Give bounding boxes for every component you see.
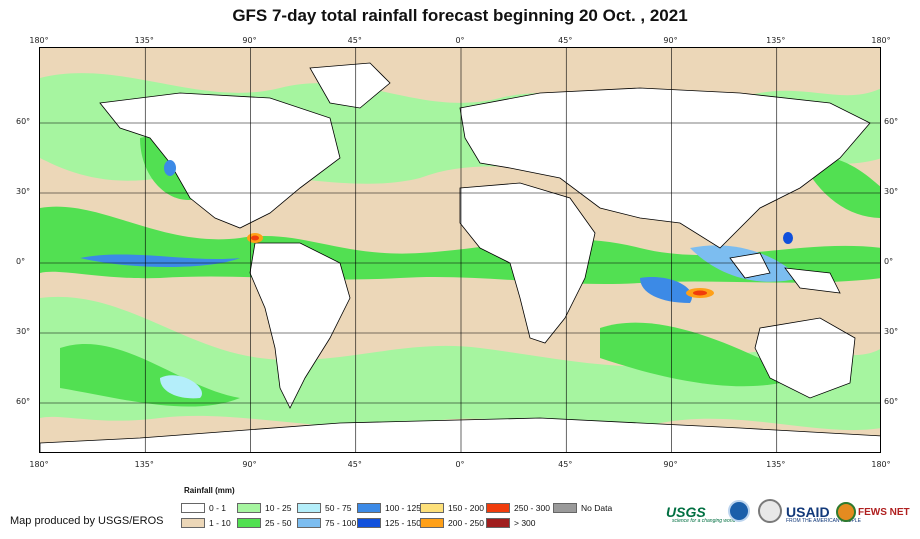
usaid-logo: USAID FROM THE AMERICAN PEOPLE xyxy=(786,497,861,527)
legend-swatch xyxy=(297,503,321,513)
land-masses xyxy=(40,62,880,452)
legend-label: 200 - 250 xyxy=(448,518,484,528)
longitude-label: 45° xyxy=(558,460,573,469)
legend-swatch xyxy=(420,518,444,528)
rainfall-map-canvas xyxy=(40,48,880,452)
legend-item: No Data xyxy=(553,503,612,513)
fews-wordmark: FEWS NET xyxy=(858,506,910,518)
latitude-label: 60° xyxy=(884,117,899,126)
legend-item: 10 - 25 xyxy=(237,503,291,513)
legend-swatch xyxy=(297,518,321,528)
latitude-label: 0° xyxy=(16,257,26,266)
latitude-label: 30° xyxy=(884,327,899,336)
latitude-label: 60° xyxy=(884,397,899,406)
noaa-logo-icon xyxy=(728,500,750,522)
department-seal-icon xyxy=(758,499,782,523)
legend-item: > 300 xyxy=(486,518,536,528)
fews-globe-icon xyxy=(836,502,856,522)
longitude-label: 135° xyxy=(134,460,154,469)
fews-net-logo: FEWS NET xyxy=(836,497,910,527)
legend-swatch xyxy=(486,503,510,513)
latitude-label: 60° xyxy=(16,117,31,126)
longitude-label: 135° xyxy=(766,36,786,45)
usgs-tagline: science for a changing world xyxy=(672,518,736,524)
legend-label: 50 - 75 xyxy=(325,503,352,513)
legend-swatch xyxy=(237,518,261,528)
legend-swatch xyxy=(553,503,577,513)
longitude-label: 180° xyxy=(29,36,49,45)
heavy-rain-spots xyxy=(164,160,793,298)
longitude-label: 45° xyxy=(558,36,573,45)
legend-item: 50 - 75 xyxy=(297,503,351,513)
legend-item: 25 - 50 xyxy=(237,518,291,528)
longitude-label: 0° xyxy=(455,460,465,469)
usaid-wordmark: USAID xyxy=(786,504,830,520)
latitude-label: 60° xyxy=(16,397,31,406)
longitude-label: 0° xyxy=(455,36,465,45)
legend-label: 125 - 150 xyxy=(385,518,421,528)
longitude-label: 180° xyxy=(29,460,49,469)
legend-item: 200 - 250 xyxy=(420,518,484,528)
legend-title: Rainfall (mm) xyxy=(184,486,235,495)
legend-swatch xyxy=(357,503,381,513)
longitude-label: 90° xyxy=(242,460,257,469)
legend-swatch xyxy=(420,503,444,513)
longitude-label: 45° xyxy=(347,36,362,45)
legend-label: 25 - 50 xyxy=(265,518,292,528)
legend-swatch xyxy=(181,518,205,528)
map-title: GFS 7-day total rainfall forecast beginn… xyxy=(232,6,688,25)
legend-label: 1 - 10 xyxy=(209,518,231,528)
longitude-label: 135° xyxy=(134,36,154,45)
longitude-label: 180° xyxy=(871,460,891,469)
legend-label: 10 - 25 xyxy=(265,503,292,513)
legend-label: 75 - 100 xyxy=(325,518,357,528)
legend-swatch xyxy=(237,503,261,513)
latitude-label: 30° xyxy=(16,327,31,336)
legend-label: 100 - 125 xyxy=(385,503,421,513)
legend-label: 250 - 300 xyxy=(514,503,550,513)
legend-swatch xyxy=(181,503,205,513)
legend-item: 0 - 1 xyxy=(181,503,226,513)
map-credit: Map produced by USGS/EROS xyxy=(10,515,164,527)
legend-swatch xyxy=(486,518,510,528)
legend-label: 150 - 200 xyxy=(448,503,484,513)
legend-swatch xyxy=(357,518,381,528)
legend-item: 250 - 300 xyxy=(486,503,550,513)
legend-label: No Data xyxy=(581,503,613,513)
longitude-label: 90° xyxy=(663,36,678,45)
longitude-label: 180° xyxy=(871,36,891,45)
graticule xyxy=(40,48,880,452)
latitude-label: 0° xyxy=(884,257,894,266)
legend-item: 75 - 100 xyxy=(297,518,356,528)
legend-label: 0 - 1 xyxy=(209,503,227,513)
rainfall-map xyxy=(39,47,881,453)
legend-item: 100 - 125 xyxy=(357,503,421,513)
usgs-wordmark: USGS xyxy=(666,504,706,520)
usgs-logo: USGS science for a changing world xyxy=(666,497,735,527)
legend-item: 150 - 200 xyxy=(420,503,484,513)
legend-item: 1 - 10 xyxy=(181,518,231,528)
latitude-label: 30° xyxy=(16,187,31,196)
usaid-tagline: FROM THE AMERICAN PEOPLE xyxy=(786,518,861,524)
longitude-label: 90° xyxy=(663,460,678,469)
longitude-label: 45° xyxy=(347,460,362,469)
latitude-label: 30° xyxy=(884,187,899,196)
legend-label: > 300 xyxy=(514,518,536,528)
longitude-label: 90° xyxy=(242,36,257,45)
longitude-label: 135° xyxy=(766,460,786,469)
legend-item: 125 - 150 xyxy=(357,518,421,528)
